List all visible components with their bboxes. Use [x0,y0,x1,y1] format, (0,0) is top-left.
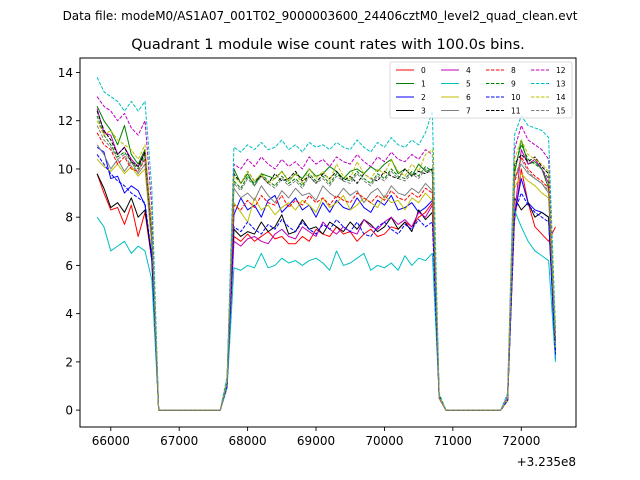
x-tick-label: 69000 [297,434,335,448]
legend-label: 1 [421,80,426,89]
legend-label: 10 [511,93,521,102]
legend-label: 4 [466,66,471,75]
legend-label: 2 [421,93,426,102]
plot-area [80,58,576,427]
legend-label: 11 [511,107,521,116]
y-tick-label: 6 [65,259,73,273]
x-tick-label: 66000 [92,434,130,448]
y-tick-label: 14 [58,66,73,80]
legend-box [389,61,573,119]
legend-label: 0 [421,66,426,75]
legend-label: 5 [466,80,471,89]
series-line-15 [96,125,556,411]
plot-border [79,57,577,428]
y-tick-label: 4 [65,307,73,321]
legend-label: 6 [466,93,471,102]
figure-suptitle: Data file: modeM0/AS1A07_001T02_90000036… [63,9,578,23]
legend-label: 13 [556,80,566,89]
legend-label: 15 [556,107,566,116]
x-tick-label: 70000 [365,434,403,448]
legend-label: 3 [421,107,426,116]
y-tick-label: 10 [58,162,73,176]
y-tick-label: 12 [58,114,73,128]
x-tick-label: 72000 [502,434,540,448]
series-layer [96,77,556,411]
chart-title: Quadrant 1 module wise count rates with … [131,37,525,53]
x-offset-label: +3.235e8 [517,455,576,469]
y-tick-label: 8 [65,211,73,225]
x-tick-label: 68000 [229,434,267,448]
legend-label: 8 [511,66,516,75]
x-tick-label: 67000 [160,434,198,448]
x-tick-label: 71000 [434,434,472,448]
legend-label: 7 [466,107,471,116]
legend-label: 14 [556,93,566,102]
legend-label: 9 [511,80,516,89]
legend-label: 12 [556,66,566,75]
y-tick-label: 0 [65,404,73,418]
axes-layer: 66000 67000 68000 69000 70000 71000 72000 0 2 4 6 8… [58,66,541,448]
y-tick-label: 2 [65,355,73,369]
